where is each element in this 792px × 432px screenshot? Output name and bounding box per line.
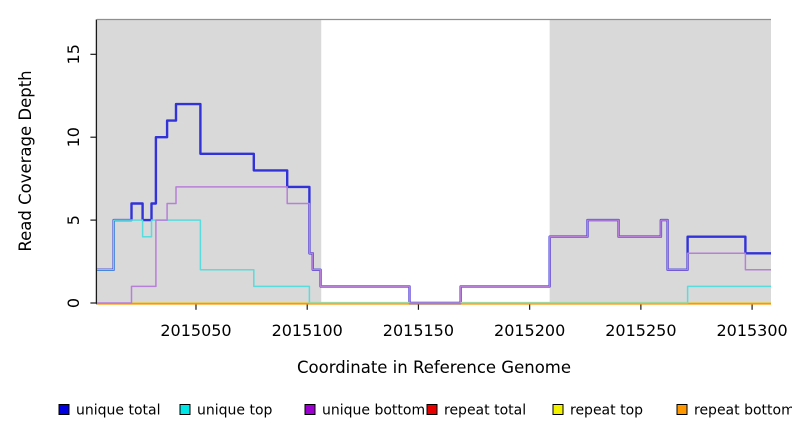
legend-label: unique top bbox=[197, 403, 273, 419]
x-tick-label: 2015250 bbox=[605, 321, 676, 340]
x-tick-label: 2015200 bbox=[494, 321, 565, 340]
shaded-regions bbox=[97, 19, 771, 304]
legend-label: repeat bottom bbox=[694, 403, 792, 419]
y-axis-title: Read Coverage Depth bbox=[16, 70, 35, 251]
legend-swatch bbox=[179, 404, 191, 415]
legend-item-unique-bottom: unique bottom bbox=[304, 403, 425, 419]
legend-swatch bbox=[676, 404, 688, 415]
x-axis: 2015050 2015100 2015150 2015200 2015250 20153… bbox=[160, 303, 788, 340]
legend-label: repeat total bbox=[444, 403, 526, 419]
y-tick-label: 0 bbox=[64, 298, 83, 308]
series-unique-bottom bbox=[97, 186, 771, 304]
legend-label: unique total bbox=[76, 403, 160, 419]
y-tick-label: 5 bbox=[64, 215, 83, 225]
legend-item-repeat-total: repeat total bbox=[426, 403, 526, 419]
y-axis: 0 5 10 15 bbox=[64, 44, 97, 308]
x-tick-label: 2015150 bbox=[383, 321, 454, 340]
legend-label: unique bottom bbox=[322, 403, 425, 419]
y-tick-label: 10 bbox=[64, 127, 83, 147]
legend-label: repeat top bbox=[570, 403, 643, 419]
x-tick-label: 2015300 bbox=[716, 321, 787, 340]
x-tick-label: 2015050 bbox=[160, 321, 231, 340]
shaded-region bbox=[549, 19, 771, 304]
legend-item-repeat-top: repeat top bbox=[552, 403, 643, 419]
legend-item-unique-top: unique top bbox=[179, 403, 273, 419]
legend: unique total unique top unique bottom repea… bbox=[58, 403, 792, 419]
legend-item-unique-total: unique total bbox=[58, 403, 160, 419]
y-tick-label: 15 bbox=[64, 44, 83, 64]
legend-swatch bbox=[426, 404, 438, 415]
x-tick-label: 2015100 bbox=[272, 321, 343, 340]
legend-swatch bbox=[552, 404, 564, 415]
legend-item-repeat-bottom: repeat bottom bbox=[676, 403, 792, 419]
shaded-region bbox=[97, 19, 322, 304]
legend-swatch bbox=[304, 404, 316, 415]
x-axis-title: Coordinate in Reference Genome bbox=[297, 358, 571, 377]
legend-swatch bbox=[58, 404, 70, 415]
